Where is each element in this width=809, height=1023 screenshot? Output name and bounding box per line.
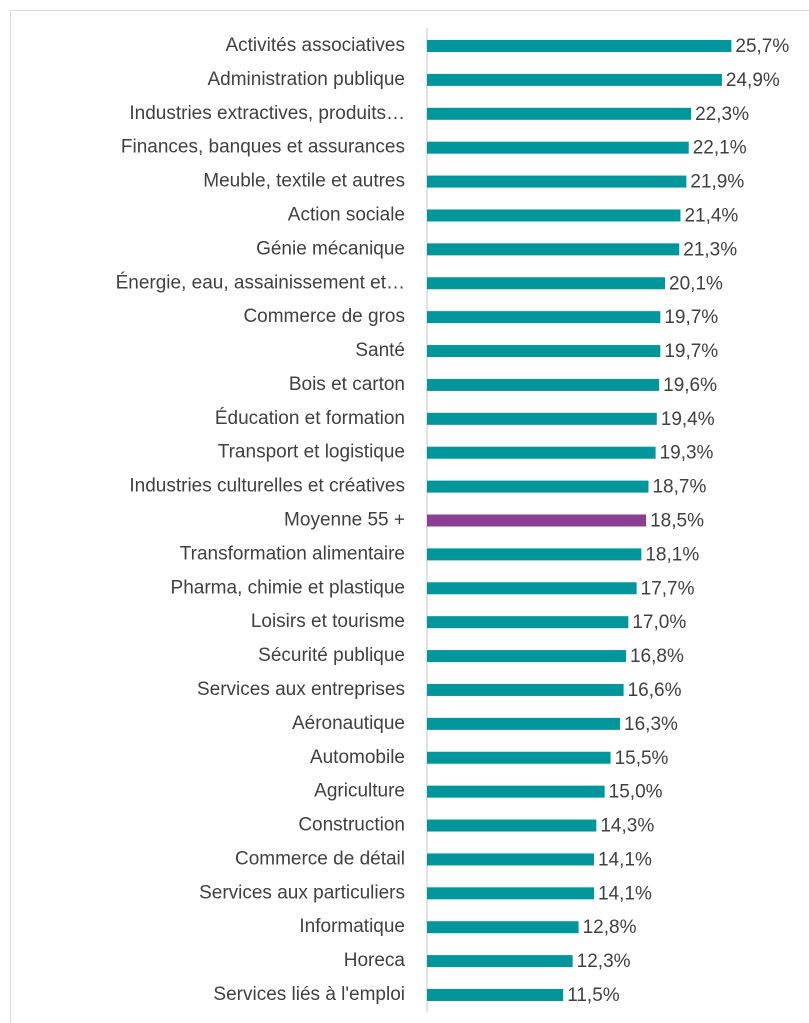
bar — [427, 209, 681, 222]
value-label: 22,3% — [695, 104, 749, 125]
value-label: 21,3% — [683, 239, 737, 260]
value-label: 19,7% — [664, 341, 718, 362]
bar — [427, 650, 626, 663]
bar — [427, 819, 597, 832]
bar — [427, 40, 732, 52]
value-label: 17,0% — [632, 612, 686, 633]
category-label: Industries extractives, produits… — [129, 103, 405, 124]
bar — [427, 514, 647, 527]
value-label: 12,3% — [577, 951, 631, 972]
bar — [427, 955, 573, 968]
value-label: 19,3% — [660, 443, 714, 464]
category-label: Commerce de détail — [235, 848, 405, 869]
category-label: Agriculture — [314, 781, 405, 802]
bar — [427, 548, 642, 561]
value-label: 17,7% — [641, 578, 695, 599]
category-label: Santé — [355, 340, 405, 361]
category-label: Services aux particuliers — [199, 882, 405, 903]
value-label: 15,5% — [615, 748, 669, 769]
value-label: 14,3% — [600, 816, 654, 837]
value-label: 19,4% — [661, 409, 715, 430]
category-label: Administration publique — [207, 69, 405, 90]
value-label: 24,9% — [726, 70, 780, 91]
category-label: Génie mécanique — [256, 238, 405, 259]
value-label: 18,7% — [652, 477, 706, 498]
bar — [427, 751, 611, 764]
bar — [427, 887, 594, 900]
bar — [427, 175, 687, 188]
bar — [427, 853, 594, 866]
value-label: 18,1% — [645, 544, 699, 565]
value-label: 16,8% — [630, 646, 684, 667]
bar — [427, 582, 637, 595]
category-label: Transport et logistique — [218, 442, 405, 463]
value-label: 19,7% — [664, 307, 718, 328]
value-label: 25,7% — [735, 36, 789, 57]
category-label: Bois et carton — [289, 374, 405, 395]
bar — [427, 345, 661, 358]
category-label: Finances, banques et assurances — [121, 137, 405, 158]
category-label: Moyenne 55 + — [284, 510, 405, 531]
bar — [427, 277, 666, 290]
category-label: Commerce de gros — [243, 306, 405, 327]
category-label: Informatique — [299, 916, 405, 937]
bar — [427, 616, 629, 629]
category-label: Horeca — [344, 950, 406, 971]
category-label: Meuble, textile et autres — [203, 171, 405, 192]
category-label: Industries culturelles et créatives — [129, 476, 405, 497]
bar — [427, 311, 661, 324]
bar — [427, 73, 722, 86]
category-label: Services liés à l'emploi — [213, 984, 405, 1005]
bar — [427, 141, 689, 154]
bar — [427, 785, 605, 798]
category-label: Sécurité publique — [258, 645, 405, 666]
bar — [427, 412, 657, 425]
value-label: 16,3% — [624, 714, 678, 735]
value-label: 12,8% — [583, 917, 637, 938]
bar — [427, 107, 692, 120]
value-label: 22,1% — [693, 138, 747, 159]
value-label: 20,1% — [669, 273, 723, 294]
value-label: 14,1% — [598, 849, 652, 870]
bar — [427, 683, 624, 696]
bar — [427, 243, 680, 256]
bar — [427, 378, 660, 391]
category-label: Pharma, chimie et plastique — [171, 577, 405, 598]
value-label: 11,5% — [567, 985, 620, 1006]
category-label: Aéronautique — [292, 713, 405, 734]
category-label: Loisirs et tourisme — [251, 611, 405, 632]
value-label: 19,6% — [663, 375, 717, 396]
bar — [427, 989, 564, 1001]
category-label: Action sociale — [288, 204, 405, 225]
bar — [427, 446, 656, 459]
value-label: 15,0% — [609, 782, 663, 803]
value-label: 14,1% — [598, 883, 652, 904]
category-label: Énergie, eau, assainissement et… — [116, 272, 405, 293]
value-label: 21,4% — [684, 205, 738, 226]
category-label: Automobile — [310, 747, 405, 768]
value-label: 18,5% — [650, 511, 704, 532]
category-label: Éducation et formation — [215, 408, 405, 429]
bar — [427, 480, 649, 493]
category-label: Construction — [298, 815, 405, 836]
value-label: 21,9% — [690, 172, 744, 193]
category-label: Activités associatives — [225, 35, 405, 56]
value-label: 16,6% — [628, 680, 682, 701]
category-label: Services aux entreprises — [197, 679, 405, 700]
bar — [427, 921, 579, 934]
category-label: Transformation alimentaire — [180, 543, 405, 564]
bar — [427, 717, 621, 730]
